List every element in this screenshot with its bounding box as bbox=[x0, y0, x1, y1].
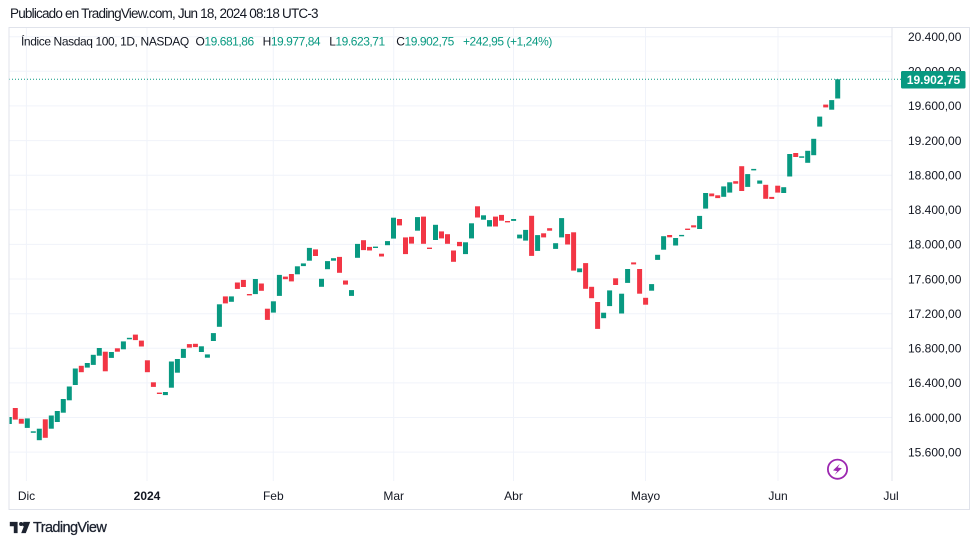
svg-text:Jun: Jun bbox=[768, 489, 787, 503]
svg-text:17.600,00: 17.600,00 bbox=[908, 272, 962, 286]
svg-text:C19.902,75: C19.902,75 bbox=[396, 35, 454, 49]
svg-text:Abr: Abr bbox=[504, 489, 523, 503]
svg-text:2024: 2024 bbox=[134, 489, 161, 503]
svg-text:15.600,00: 15.600,00 bbox=[908, 445, 962, 459]
svg-text:16.800,00: 16.800,00 bbox=[908, 342, 962, 356]
svg-text:Dic: Dic bbox=[18, 489, 35, 503]
svg-text:Mar: Mar bbox=[383, 489, 404, 503]
svg-text:16.400,00: 16.400,00 bbox=[908, 376, 962, 390]
svg-text:19.902,75: 19.902,75 bbox=[907, 73, 961, 87]
svg-text:18.400,00: 18.400,00 bbox=[908, 203, 962, 217]
svg-text:16.000,00: 16.000,00 bbox=[908, 411, 962, 425]
svg-text:Jul: Jul bbox=[883, 489, 898, 503]
svg-text:O19.681,86: O19.681,86 bbox=[196, 35, 255, 49]
svg-text:18.000,00: 18.000,00 bbox=[908, 238, 962, 252]
svg-text:Feb: Feb bbox=[263, 489, 284, 503]
svg-text:17.200,00: 17.200,00 bbox=[908, 307, 962, 321]
svg-text:19.200,00: 19.200,00 bbox=[908, 134, 962, 148]
svg-text:L19.623,71: L19.623,71 bbox=[329, 35, 385, 49]
svg-text:H19.977,84: H19.977,84 bbox=[263, 35, 321, 49]
svg-text:19.600,00: 19.600,00 bbox=[908, 99, 962, 113]
svg-text:Índice Nasdaq 100, 1D, NASDAQ: Índice Nasdaq 100, 1D, NASDAQ bbox=[21, 34, 189, 49]
svg-text:18.800,00: 18.800,00 bbox=[908, 169, 962, 183]
svg-text:Mayo: Mayo bbox=[631, 489, 661, 503]
svg-text:20.400,00: 20.400,00 bbox=[908, 30, 962, 44]
svg-text:+242,95 (+1,24%): +242,95 (+1,24%) bbox=[463, 35, 552, 49]
